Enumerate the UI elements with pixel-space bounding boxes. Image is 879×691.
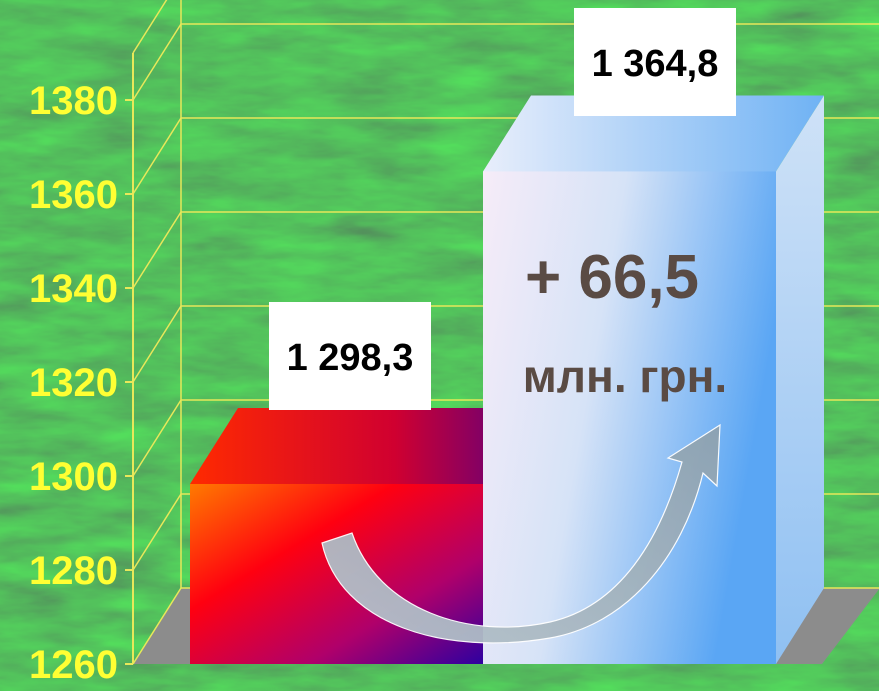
data-label-1: 1 298,3	[269, 302, 431, 410]
y-tick-label: 1380	[29, 79, 118, 123]
data-label-text: 1 298,3	[287, 337, 414, 379]
data-label-text: 1 364,8	[592, 43, 719, 85]
bar-1-top	[190, 407, 531, 484]
increase-amount: + 66,5	[525, 243, 699, 312]
y-tick-label: 1280	[29, 549, 118, 593]
y-tick-label: 1320	[29, 361, 118, 405]
y-tick-label: 1360	[29, 173, 118, 217]
gridline-side	[132, 399, 182, 477]
y-tick-label: 1260	[29, 643, 118, 687]
gridline-side	[132, 587, 182, 665]
data-label-box	[574, 8, 736, 116]
gridline-side	[132, 305, 182, 383]
gridline-side	[132, 211, 182, 289]
data-label-box	[269, 302, 431, 410]
gridline-side	[132, 0, 168, 54]
increase-arrow	[321, 423, 721, 644]
gridline-side	[132, 493, 182, 571]
bar-2-top	[483, 95, 824, 172]
gridline-side	[132, 117, 182, 195]
bar-2-side	[776, 95, 824, 664]
y-tick-label: 1340	[29, 267, 118, 311]
y-tick-label: 1300	[29, 455, 118, 499]
increase-unit: млн. грн.	[523, 350, 727, 402]
gridline-side	[132, 23, 182, 101]
data-label-2: 1 364,8	[574, 8, 736, 116]
